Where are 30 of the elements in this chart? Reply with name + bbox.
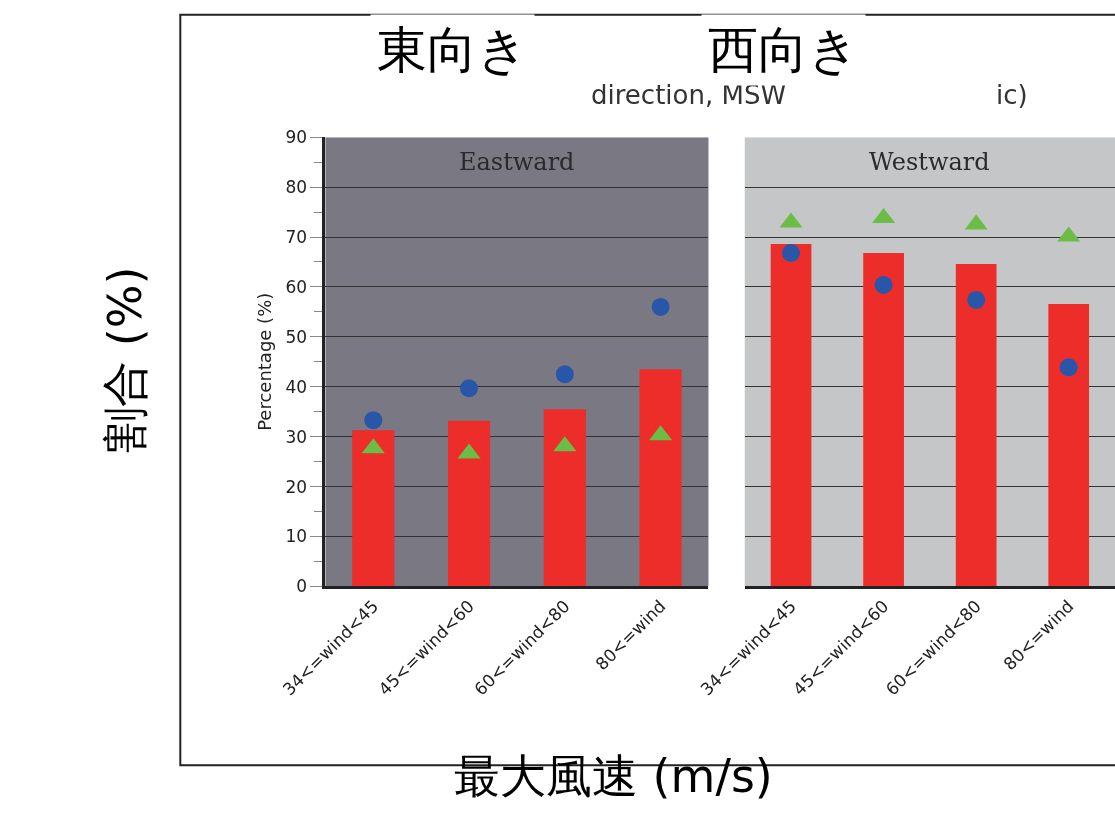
bar <box>352 430 395 587</box>
y-tick-label: 40 <box>285 376 308 397</box>
bar <box>1048 303 1090 587</box>
y-tick-label: 90 <box>285 127 308 148</box>
y-tick-label: 50 <box>285 326 308 347</box>
text: 割合 (%) <box>98 266 153 453</box>
y-tick-label: 0 <box>296 576 308 597</box>
y-tick-label: 10 <box>285 526 308 547</box>
x-axis-title: 最大風速 (m/s) <box>454 749 773 803</box>
band-label: Eastward <box>459 148 575 176</box>
point <box>782 243 801 262</box>
bar <box>639 369 682 587</box>
y-tick-label: 70 <box>285 226 308 247</box>
point <box>1059 358 1078 377</box>
y-tick-label: 60 <box>285 276 308 297</box>
text: ic) <box>996 80 1028 110</box>
bar <box>863 252 904 587</box>
y-tick-label: 20 <box>285 476 308 497</box>
y-tick-label: 80 <box>285 177 308 198</box>
point <box>967 290 986 309</box>
chart-title: 東向き <box>377 21 528 79</box>
bar <box>448 420 491 587</box>
bar <box>770 244 812 587</box>
bar <box>955 263 997 587</box>
point <box>874 275 893 294</box>
y-axis-title: Percentage (%) <box>253 292 275 431</box>
band-label: Westward <box>869 148 990 176</box>
chart-title: 西向き <box>708 21 859 79</box>
y-tick-label: 30 <box>285 426 308 447</box>
bar <box>543 409 586 587</box>
